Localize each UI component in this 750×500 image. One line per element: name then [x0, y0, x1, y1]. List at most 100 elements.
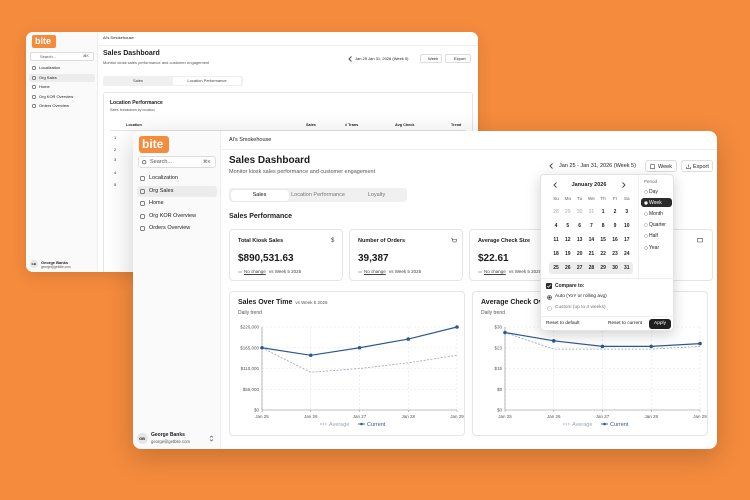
period-option[interactable]: Half — [641, 232, 672, 241]
nav-item[interactable]: Org Sales — [29, 73, 95, 82]
y-tick-label: $30 — [494, 325, 502, 330]
calendar-day[interactable]: 13 — [576, 237, 583, 243]
calendar-day[interactable]: 20 — [576, 251, 583, 257]
y-tick-label: $55,000 — [243, 387, 260, 392]
search-icon — [142, 160, 147, 165]
search-box[interactable]: Search... ⌘K — [138, 156, 216, 168]
period-label: Week — [658, 163, 672, 170]
calendar-day[interactable]: 3 — [625, 209, 629, 215]
x-tick-label: Jan 29 — [693, 414, 707, 419]
compare-option[interactable]: Auto (YoY or rolling avg) — [555, 294, 607, 299]
compare-option[interactable]: Custom (up to 4 weeks) — [555, 305, 606, 310]
table-header: Sales — [306, 123, 316, 127]
nav-item[interactable]: Org KOR Overview — [137, 211, 217, 222]
calendar-day[interactable]: 17 — [624, 237, 630, 243]
calendar-day[interactable]: 10 — [624, 223, 630, 229]
compare-checkbox[interactable] — [546, 283, 552, 289]
date-picker: January 2026 Su Mo Tu We Th Fr Sa 28 29 30 31 1 2 3 4 5 6… — [540, 174, 675, 331]
calendar-day[interactable]: 22 — [600, 251, 606, 257]
tab[interactable]: Sales — [104, 77, 172, 85]
nav-item[interactable]: Orders Overview — [29, 102, 95, 110]
nav-item[interactable]: Localization — [137, 173, 217, 184]
period-button[interactable]: Week — [420, 54, 442, 63]
reset-default-button[interactable]: Reset to default — [546, 321, 580, 326]
calendar-day[interactable]: 23 — [612, 251, 618, 257]
period-option[interactable]: Day — [641, 187, 672, 196]
period-option[interactable]: Year — [641, 243, 672, 252]
reset-current-button[interactable]: Reset to current — [608, 321, 643, 326]
date-range: Jan 25 - Jan 31, 2026 (Week 5) — [559, 162, 636, 169]
search-box[interactable]: Search... ⌘K — [30, 52, 94, 61]
apply-button[interactable]: Apply — [649, 319, 671, 329]
date-range-button[interactable]: Jan 25 - Jan 31, 2026 (Week 5) — [546, 160, 640, 172]
chevron-icon — [622, 182, 626, 188]
export-button[interactable]: Export — [445, 54, 471, 63]
trend-icon — [238, 271, 242, 273]
logo-text: bite — [35, 36, 52, 46]
calendar-day[interactable]: 4 — [554, 223, 558, 229]
calendar-day[interactable]: 30 — [612, 265, 618, 271]
calendar-day[interactable]: 30 — [576, 209, 583, 215]
nav-icon — [140, 176, 145, 181]
calendar-day[interactable]: 9 — [613, 223, 617, 229]
y-tick-label: $220,000 — [240, 325, 259, 330]
x-tick-label: Jan 26 — [547, 414, 561, 419]
period-button[interactable]: Week — [645, 160, 677, 172]
radio — [643, 212, 648, 216]
nav-item[interactable]: Orders Overview — [137, 223, 217, 234]
calendar-day[interactable]: 6 — [578, 223, 581, 229]
calendar-day[interactable]: 5 — [566, 223, 570, 229]
calendar-day[interactable]: 29 — [565, 209, 571, 215]
icon-shape — [140, 188, 145, 194]
nav-item[interactable]: Org KOR Overview — [29, 93, 95, 101]
table-header: Avg Check — [395, 123, 415, 127]
calendar-day[interactable]: 25 — [553, 265, 559, 271]
calendar-day[interactable]: 15 — [600, 237, 606, 243]
card-title: Total Kiosk Sales — [238, 238, 284, 244]
calendar-day[interactable]: 11 — [553, 237, 559, 243]
calendar-day[interactable]: 29 — [600, 265, 606, 271]
calendar-day[interactable]: 26 — [565, 265, 571, 271]
calendar-day[interactable]: 2 — [613, 209, 617, 215]
period-option[interactable]: Quarter — [641, 221, 672, 230]
nav-item[interactable]: Localization — [29, 64, 95, 72]
nav-item[interactable]: Org Sales — [137, 185, 217, 197]
tab[interactable]: Location Performance — [289, 190, 347, 201]
calendar-day[interactable]: 31 — [588, 209, 595, 215]
tab[interactable]: Loyalty — [348, 190, 406, 201]
calendar-day[interactable]: 27 — [576, 265, 583, 271]
tab[interactable]: Location Performance — [173, 77, 241, 85]
calendar-day[interactable]: 7 — [590, 223, 593, 229]
calendar-day[interactable]: 12 — [565, 237, 571, 243]
nav-icon — [32, 75, 36, 80]
nav-label: Orders Overview — [149, 225, 191, 231]
period-option[interactable]: Week — [641, 198, 672, 208]
nav-item[interactable]: Home — [29, 83, 95, 91]
period-option[interactable]: Month — [641, 209, 672, 218]
calendar-day[interactable]: 16 — [612, 237, 618, 243]
calendar-day[interactable]: 14 — [588, 237, 595, 243]
calendar-day[interactable]: 18 — [553, 251, 559, 257]
selected-week — [549, 262, 633, 274]
tabs: Sales Location Performance — [103, 76, 243, 86]
calendar-day[interactable]: 19 — [565, 251, 571, 257]
kpi-card: Number of Orders 39,387 No change vs Week 5… — [349, 229, 463, 281]
nav-label: Org KOR Overview — [39, 93, 74, 99]
nav-item[interactable]: Home — [137, 198, 217, 209]
calendar-day[interactable]: 28 — [588, 265, 595, 271]
export-button[interactable]: Export — [681, 160, 713, 172]
icon-shape — [650, 164, 655, 169]
nav-label: Orders Overview — [39, 103, 70, 108]
calendar-day[interactable]: 21 — [588, 251, 595, 257]
date-range-button[interactable]: Jan 25 Jan 31, 2026 (Week 5) — [346, 54, 416, 63]
data-point — [260, 345, 264, 350]
period-label: Week — [649, 199, 662, 206]
nav-label: Localization — [149, 175, 179, 181]
calendar-day[interactable]: 31 — [624, 265, 630, 271]
calendar-day[interactable]: 8 — [601, 223, 605, 229]
calendar-day[interactable]: 1 — [601, 209, 605, 215]
calendar-day[interactable]: 28 — [553, 209, 559, 215]
tab[interactable]: Sales — [230, 189, 289, 201]
calendar-day[interactable]: 24 — [624, 251, 630, 257]
